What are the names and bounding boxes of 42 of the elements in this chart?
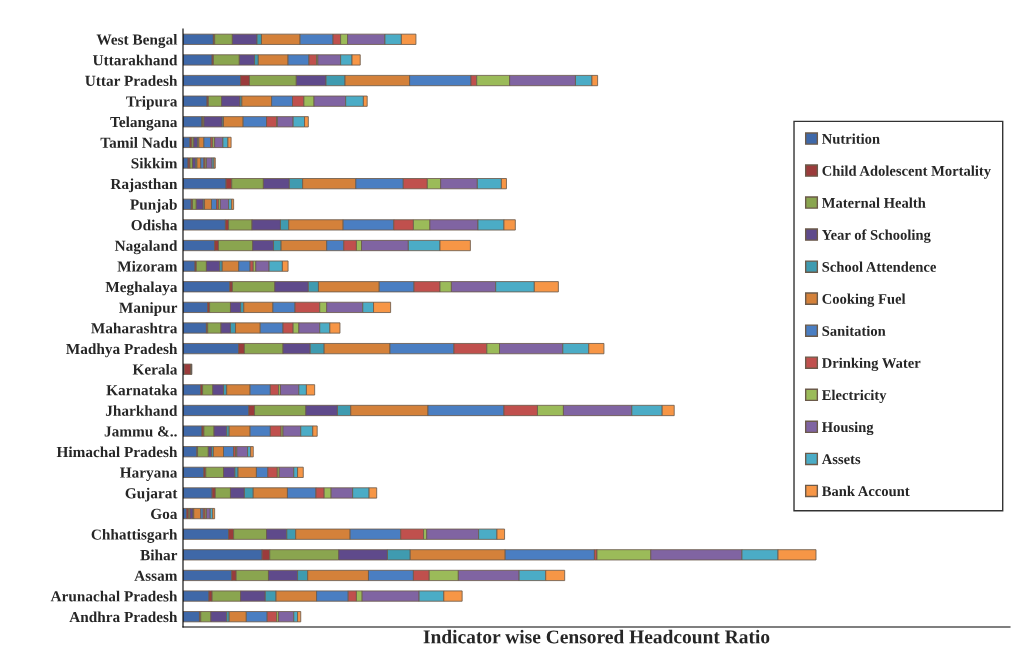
legend-label: Year of Schooling [821,229,931,243]
legend-label: Assets [821,454,861,465]
legend-label: Drinking Water [821,357,921,371]
y-tick-label: Assam [134,570,178,581]
y-tick-label: Tripura [126,95,178,110]
legend-label: Bank Account [821,485,910,497]
y-tick-label: Jammu &.. [104,426,177,437]
y-tick-label: Madhya Pradesh [66,343,178,358]
y-tick-label: Gujarat [125,487,178,502]
y-tick-label: Maharashtra [91,322,178,334]
y-tick-label: Uttarakhand [92,54,178,66]
legend-label: Nutrition [822,133,880,144]
y-tick-label: Himachal Pradesh [56,446,178,458]
y-tick-label: Sikkim [131,157,178,169]
y-tick-label: Kerala [132,363,178,375]
y-tick-label: Nagaland [114,240,178,255]
y-tick-label: Uttar Pradesh [85,75,178,86]
y-tick-label: Manipur [119,302,178,316]
y-tick-label: Odisha [131,219,178,231]
y-tick-label: Arunachal Pradesh [50,590,178,602]
y-tick-label: Rajasthan [110,178,178,193]
x-axis-title: Indicator wise Censored Headcount Ratio [423,629,770,644]
y-tick-label: Tamil Nadu [100,137,178,148]
y-tick-label: Goa [151,508,178,520]
y-tick-label: Punjab [130,198,177,213]
y-tick-label: Chhattisgarh [91,528,178,543]
y-tick-label: Telangana [110,116,178,131]
y-tick-label: Bihar [140,549,178,561]
legend-label: Electricity [821,389,887,404]
y-tick-label: Jharkhand [105,405,178,416]
legend-label: Maternal Health [821,197,926,208]
legend-label: Cooking Fuel [822,293,906,307]
legend-label: Child Adolescent Mortality [822,165,991,179]
legend-label: Housing [821,421,874,436]
y-tick-label: West Bengal [96,34,178,48]
y-tick-label: Andhra Pradesh [69,611,178,623]
legend-label: School Attendence [822,261,936,272]
y-tick-label: Mizoram [117,260,178,272]
y-tick-label: Haryana [119,467,178,481]
y-tick-label: Karnataka [106,384,178,396]
y-tick-label: Meghalaya [105,281,178,296]
legend-label: Sanitation [822,325,886,336]
